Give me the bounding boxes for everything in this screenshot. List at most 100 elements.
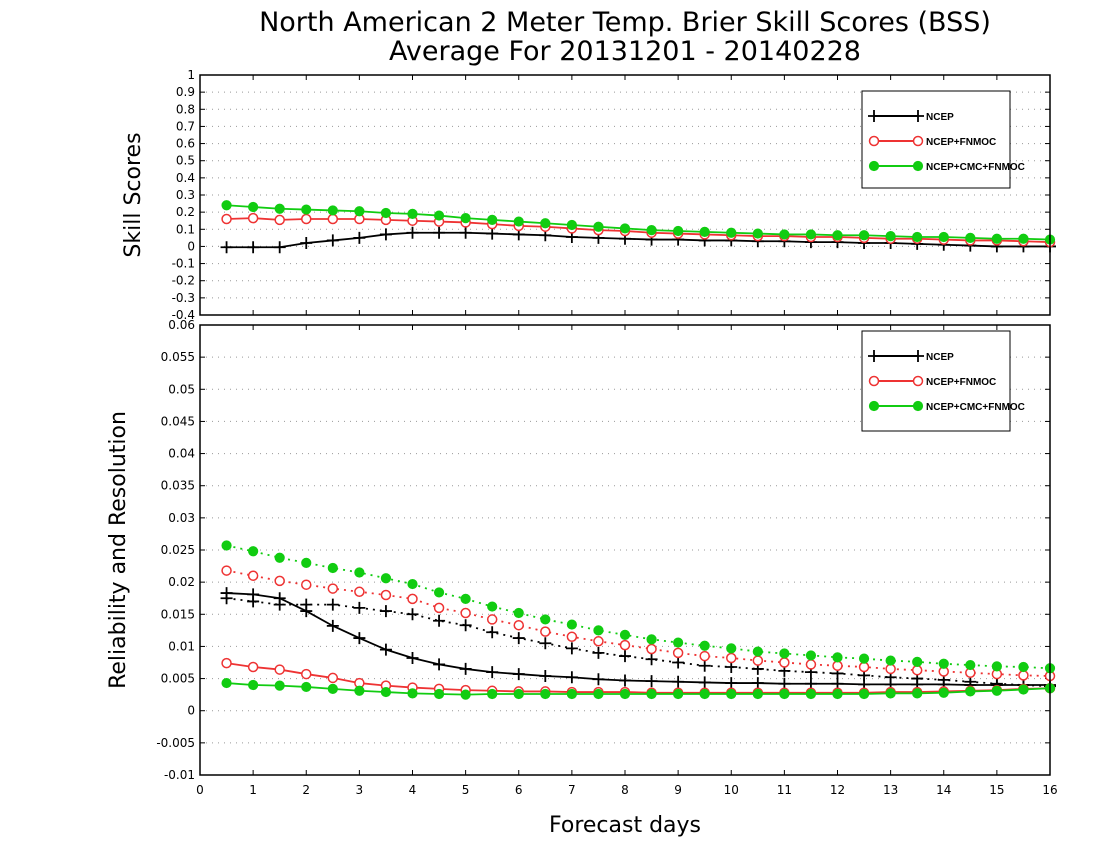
series-ncep-cmc-fnmoc-resolution: [221, 540, 1056, 674]
series-ncep-fnmoc-resolution-line: [226, 569, 1051, 677]
series-ncep-cmc-fnmoc-reliability: [221, 677, 1056, 700]
data-point: [646, 225, 657, 236]
data-point: [433, 226, 446, 239]
x-tick-label: 16: [1042, 783, 1057, 797]
data-point: [407, 688, 418, 699]
data-point: [379, 605, 392, 618]
data-point: [619, 650, 631, 663]
data-point: [353, 231, 366, 244]
series-ncep-fnmoc-reliability-line: [226, 662, 1051, 694]
data-point: [274, 552, 285, 563]
data-point: [592, 646, 605, 659]
data-point: [274, 664, 285, 675]
data-point: [300, 605, 313, 618]
data-point: [220, 241, 233, 254]
data-point: [433, 688, 445, 700]
data-point: [433, 614, 446, 627]
x-tick-label: 6: [515, 783, 523, 797]
x-tick-label: 1: [249, 783, 257, 797]
data-point: [965, 232, 976, 243]
data-point: [699, 688, 710, 700]
data-point: [672, 647, 684, 659]
chart-title-line1: North American 2 Meter Temp. Brier Skill…: [259, 7, 991, 38]
data-point: [938, 658, 949, 669]
data-point: [752, 228, 763, 239]
x-tick-label: 3: [356, 783, 364, 797]
data-point: [273, 592, 286, 605]
data-point: [433, 602, 445, 614]
data-point: [858, 653, 870, 664]
data-point: [673, 688, 684, 700]
data-point: [911, 664, 923, 676]
data-point: [1018, 670, 1029, 681]
data-point: [593, 688, 604, 700]
data-point: [221, 657, 232, 669]
legend-marker: [912, 110, 924, 122]
data-point: [220, 587, 233, 600]
data-point: [832, 660, 843, 671]
legend-marker: [868, 400, 880, 412]
legend-label: NCEP: [926, 352, 954, 363]
x-tick-label: 9: [674, 783, 682, 797]
x-tick-label: 12: [830, 783, 845, 797]
data-point: [327, 562, 338, 574]
data-point: [592, 673, 605, 686]
data-point: [593, 625, 604, 636]
data-point: [726, 227, 737, 238]
data-point: [726, 652, 737, 664]
y-tick-label: 0.03: [168, 511, 195, 525]
data-point: [805, 688, 817, 700]
data-point: [566, 631, 578, 643]
data-point: [991, 233, 1002, 244]
data-point: [354, 567, 365, 578]
y-tick-label: 0.2: [176, 205, 195, 219]
data-point: [698, 659, 711, 672]
data-point: [938, 687, 949, 698]
series-ncep-fnmoc-reliability: [221, 657, 1056, 698]
y-tick-label: 0: [187, 239, 195, 253]
data-point: [274, 680, 285, 691]
data-point: [512, 668, 525, 681]
x-axis-title: Forecast days: [549, 813, 701, 838]
y-tick-label: 0.025: [161, 543, 195, 557]
y-tick-label: 0.1: [176, 222, 195, 236]
data-point: [912, 231, 923, 243]
y-tick-label: 0.06: [168, 318, 195, 332]
data-point: [832, 688, 843, 700]
legend-marker: [868, 160, 880, 172]
x-tick-label: 11: [777, 783, 792, 797]
data-point: [699, 226, 710, 237]
data-point: [752, 688, 763, 700]
data-point: [380, 207, 392, 219]
legend-label: NCEP+CMC+FNMOC: [926, 162, 1025, 173]
legend: NCEP NCEP+FNMOC NCEP+CMC+FNMOC: [861, 90, 1025, 189]
data-point: [646, 688, 657, 700]
data-point: [327, 205, 338, 216]
data-point: [433, 210, 445, 221]
plot-area: -0.4 -0.3 -0.2 -0.1 0 0.1 0.2 0.3 0.4 0.5 0.6 0.7 0.…: [156, 68, 1057, 797]
data-point: [645, 675, 658, 688]
data-point: [672, 656, 685, 669]
data-point: [539, 670, 552, 682]
data-point: [486, 626, 499, 639]
data-point: [379, 643, 392, 656]
data-point: [380, 573, 392, 584]
x-tick-label: 8: [621, 783, 629, 797]
data-point: [885, 663, 896, 675]
data-point: [327, 683, 338, 694]
legend-marker: [868, 135, 880, 147]
series-ncep-resolution: [220, 592, 1056, 693]
data-point: [247, 661, 259, 673]
data-point: [566, 619, 577, 630]
data-point: [301, 668, 312, 680]
data-point: [619, 223, 631, 234]
data-point: [751, 677, 764, 690]
data-point: [752, 655, 764, 666]
data-point: [487, 214, 498, 225]
y-tick-label: 0.7: [176, 119, 195, 133]
plot-frame: [199, 324, 1051, 776]
series-ncep-cmc-fnmoc-line: [226, 204, 1051, 241]
data-point: [459, 619, 472, 632]
data-point: [380, 686, 392, 698]
data-point: [991, 661, 1002, 672]
